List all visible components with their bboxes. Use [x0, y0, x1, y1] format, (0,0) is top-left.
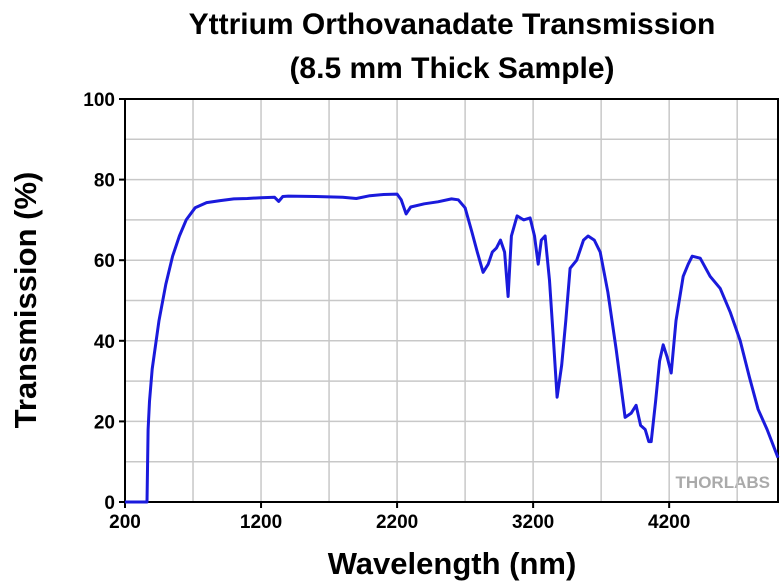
- y-tick-label: 60: [94, 251, 115, 272]
- y-tick-label: 80: [94, 171, 115, 192]
- watermark: THORLABS: [676, 473, 770, 492]
- x-tick-label: 200: [109, 512, 141, 533]
- x-tick-label: 3200: [512, 512, 554, 533]
- x-tick-label: 4200: [648, 512, 690, 533]
- y-axis-label: Transmission (%): [8, 172, 43, 429]
- chart-subtitle: (8.5 mm Thick Sample): [289, 52, 614, 85]
- data-line: [125, 192, 780, 504]
- y-tick-label: 40: [94, 332, 115, 353]
- y-tick-label: 20: [94, 412, 115, 433]
- x-axis-label: Wavelength (nm): [328, 546, 577, 581]
- y-tick-label: 0: [104, 493, 115, 514]
- y-tick-label: 100: [83, 90, 115, 111]
- plot-frame: [124, 98, 779, 503]
- chart-title: Yttrium Orthovanadate Transmission: [189, 8, 716, 41]
- x-tick-label: 2200: [376, 512, 418, 533]
- x-tick-label: 1200: [240, 512, 282, 533]
